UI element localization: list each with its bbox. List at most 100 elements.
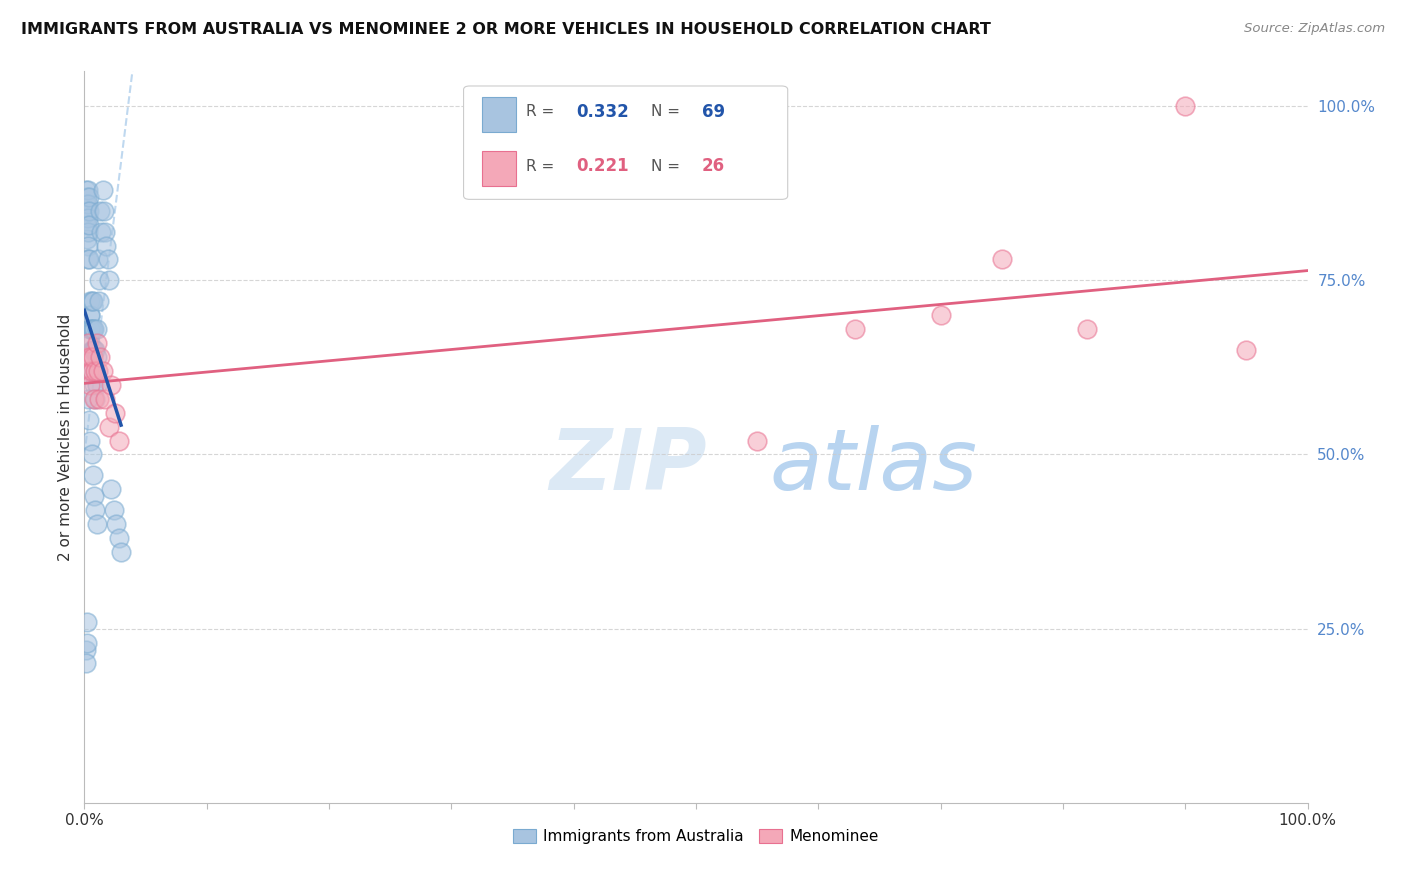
Point: [1174, 99, 1197, 113]
Point: [80, 343, 103, 357]
Point: [76, 218, 98, 232]
Text: 69: 69: [702, 103, 725, 120]
Point: [83, 392, 105, 406]
Point: [97, 252, 120, 267]
Text: R =: R =: [526, 104, 554, 120]
Point: [97, 419, 120, 434]
Text: IMMIGRANTS FROM AUSTRALIA VS MENOMINEE 2 OR MORE VEHICLES IN HOUSEHOLD CORRELATI: IMMIGRANTS FROM AUSTRALIA VS MENOMINEE 2…: [21, 22, 991, 37]
Text: N =: N =: [651, 159, 679, 174]
Point: [76, 350, 98, 364]
Point: [84, 392, 107, 406]
Point: [87, 273, 110, 287]
Point: [79, 377, 101, 392]
Point: [844, 322, 866, 336]
Point: [82, 322, 104, 336]
Text: 0.332: 0.332: [576, 103, 628, 120]
Point: [82, 294, 104, 309]
Point: [84, 364, 107, 378]
Text: atlas: atlas: [769, 425, 977, 508]
Point: [80, 364, 103, 378]
Point: [77, 392, 100, 406]
Point: [86, 350, 108, 364]
Point: [93, 203, 115, 218]
Bar: [482, 97, 516, 132]
Point: [77, 196, 100, 211]
Point: [82, 343, 104, 357]
Point: [77, 364, 100, 378]
Point: [86, 517, 108, 532]
Point: [75, 211, 97, 225]
Point: [91, 364, 114, 378]
Text: 26: 26: [702, 158, 725, 176]
Point: [77, 225, 100, 239]
Point: [79, 322, 101, 336]
Point: [79, 350, 101, 364]
Point: [100, 483, 122, 497]
Text: Source: ZipAtlas.com: Source: ZipAtlas.com: [1244, 22, 1385, 36]
Point: [86, 336, 108, 351]
Point: [105, 517, 128, 532]
Point: [103, 503, 125, 517]
Point: [991, 252, 1014, 267]
Point: [79, 294, 101, 309]
Point: [84, 343, 107, 357]
Text: 0.221: 0.221: [576, 158, 628, 176]
Point: [110, 545, 132, 559]
Point: [96, 238, 118, 252]
Point: [83, 377, 105, 392]
Point: [80, 322, 103, 336]
Point: [79, 434, 101, 448]
Point: [107, 434, 129, 448]
Point: [77, 211, 100, 225]
Point: [80, 294, 103, 309]
Point: [76, 190, 98, 204]
Y-axis label: 2 or more Vehicles in Household: 2 or more Vehicles in Household: [58, 313, 73, 561]
Point: [90, 225, 112, 239]
Point: [79, 364, 101, 378]
Point: [94, 225, 117, 239]
Point: [75, 657, 97, 671]
Text: N =: N =: [651, 104, 679, 120]
Point: [91, 183, 114, 197]
Point: [100, 377, 122, 392]
Point: [77, 412, 100, 426]
Text: R =: R =: [526, 159, 554, 174]
Bar: [482, 151, 516, 186]
Point: [1076, 322, 1098, 336]
Point: [76, 203, 98, 218]
Point: [83, 343, 105, 357]
Point: [747, 434, 769, 448]
Point: [89, 203, 111, 218]
Point: [97, 273, 120, 287]
Point: [107, 531, 129, 545]
Text: ZIP: ZIP: [550, 425, 707, 508]
Point: [77, 252, 100, 267]
Point: [80, 364, 103, 378]
Point: [76, 635, 98, 649]
Point: [929, 308, 952, 322]
Point: [82, 468, 104, 483]
Point: [84, 503, 107, 517]
Point: [77, 336, 100, 351]
Point: [76, 615, 98, 629]
Point: [77, 190, 100, 204]
Point: [77, 252, 100, 267]
Point: [75, 642, 97, 657]
Point: [79, 322, 101, 336]
Point: [79, 336, 101, 351]
Point: [77, 183, 100, 197]
Point: [83, 489, 105, 503]
Point: [89, 350, 111, 364]
Point: [79, 308, 101, 322]
Point: [94, 392, 117, 406]
Point: [83, 322, 105, 336]
Point: [84, 364, 107, 378]
Point: [87, 294, 110, 309]
Point: [77, 203, 100, 218]
Point: [80, 448, 103, 462]
Point: [87, 252, 110, 267]
Point: [75, 196, 97, 211]
Point: [77, 238, 100, 252]
Point: [1236, 343, 1258, 357]
Point: [76, 231, 98, 245]
